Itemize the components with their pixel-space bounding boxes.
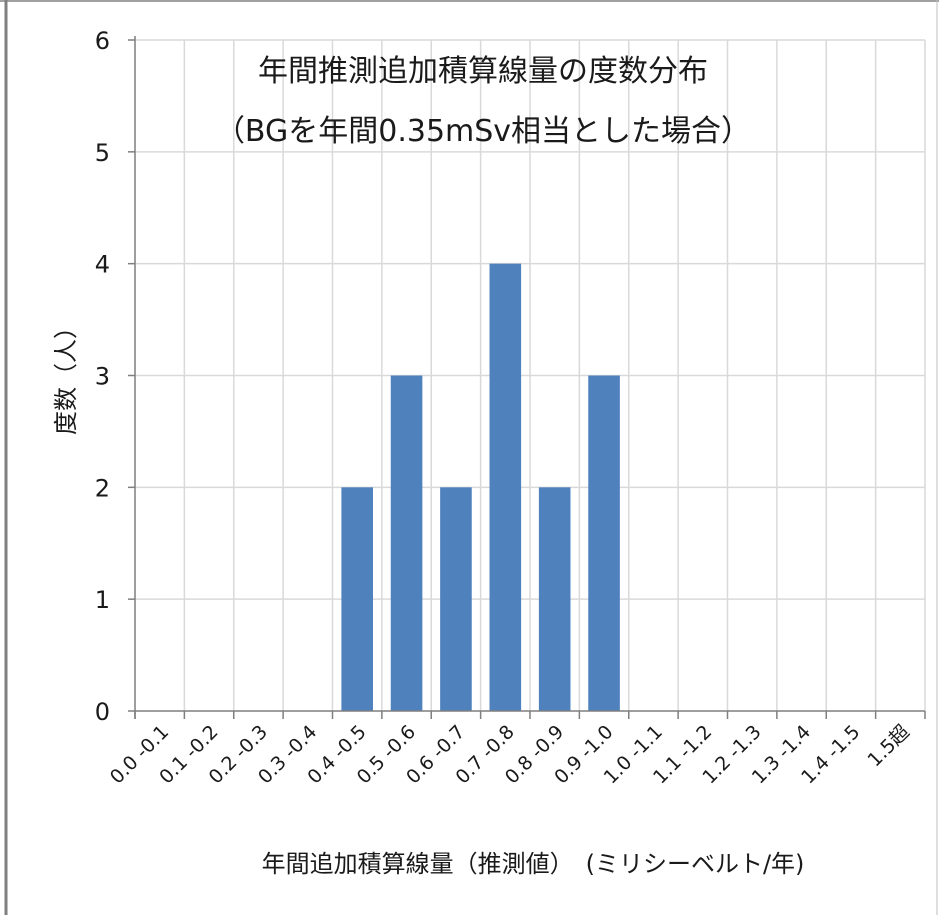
bar: [341, 487, 373, 711]
y-tick-label: 2: [95, 474, 110, 502]
bar: [390, 375, 423, 711]
bar: [489, 263, 522, 711]
y-tick-label: 0: [95, 698, 110, 726]
y-tick-labels: 0 1 2 3 4 5 6: [95, 27, 110, 726]
axes: [128, 36, 926, 719]
bar: [588, 375, 620, 711]
y-tick-label: 1: [95, 586, 110, 614]
chart-subtitle: （BGを年間0.35mSv相当とした場合）: [215, 114, 751, 149]
y-tick-label: 3: [95, 363, 110, 391]
y-tick-label: 6: [95, 27, 110, 55]
x-axis-label: 年間追加積算線量（推測値） (ミリシーベルト/年): [262, 850, 805, 878]
x-tick-label: 1.5超: [863, 721, 913, 771]
bar: [538, 487, 571, 711]
gridlines: [135, 39, 926, 711]
y-tick-label: 4: [95, 251, 110, 279]
y-axis-label: 度数（人）: [52, 315, 80, 435]
bars: [341, 263, 620, 711]
x-tick-labels: 0.0 -0.10.1 -0.20.2 -0.30.3 -0.40.4 -0.5…: [106, 721, 914, 788]
y-tick-label: 5: [95, 139, 110, 167]
chart-title: 年間推測追加積算線量の度数分布: [258, 54, 708, 89]
bar: [440, 487, 472, 711]
